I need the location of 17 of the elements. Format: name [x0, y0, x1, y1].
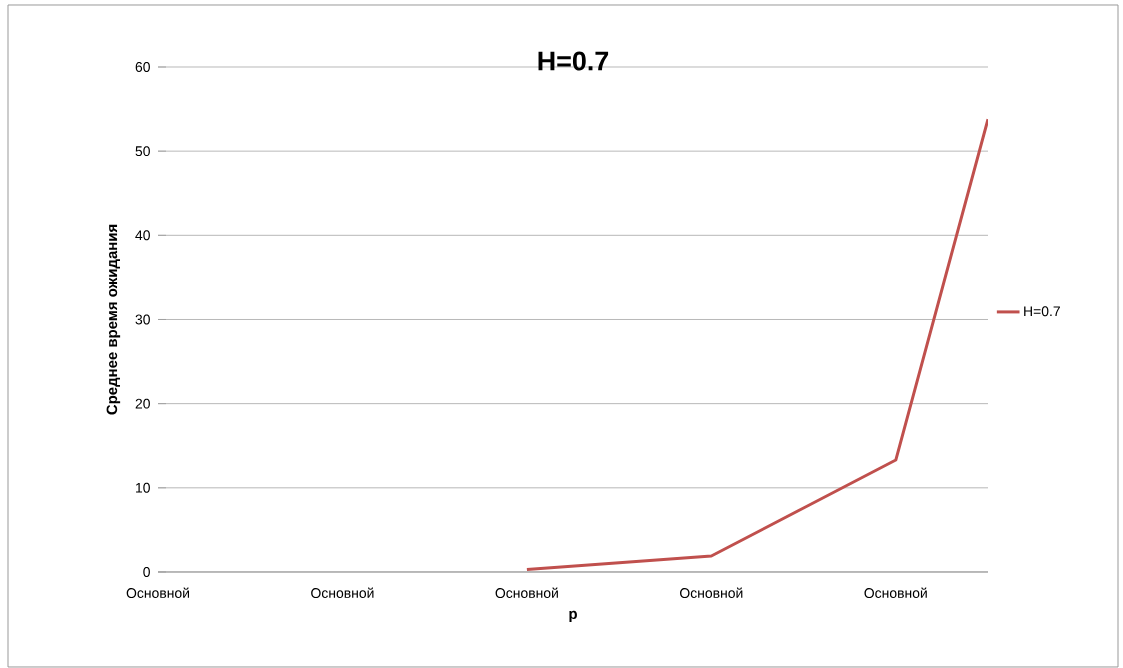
x-tick-label: Основной: [495, 587, 558, 598]
y-tick-label: 10: [136, 482, 150, 493]
y-tick-label: 30: [135, 314, 150, 325]
y-tick-label: 50: [135, 146, 150, 157]
x-tick-label: Основной: [311, 587, 374, 598]
y-tick-label: 20: [135, 398, 150, 409]
x-tick-label: Основной: [680, 587, 743, 598]
x-axis-title: p: [569, 610, 577, 622]
y-axis-title: Среднее время ожидания: [106, 224, 121, 415]
y-tick-label: 60: [135, 62, 150, 72]
x-tick-label: Основной: [864, 587, 927, 598]
y-tick-label: 0: [143, 567, 150, 577]
x-tick-label: Основной: [126, 587, 189, 598]
line-series: [525, 117, 989, 571]
chart-title: H=0.7: [538, 51, 609, 71]
y-tick-label: 40: [135, 230, 150, 241]
legend-label: H=0.7: [1024, 306, 1060, 317]
